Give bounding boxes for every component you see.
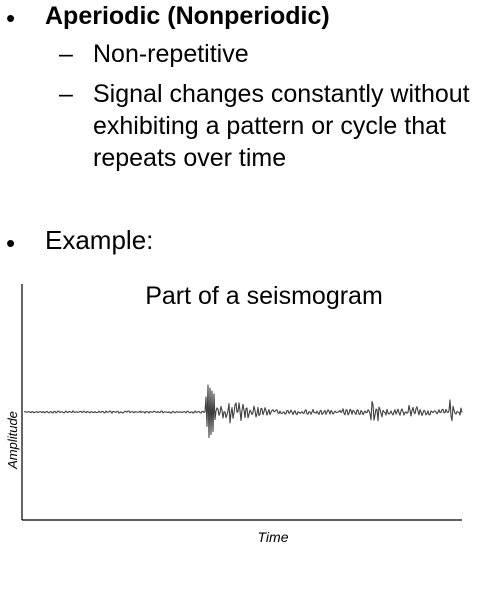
sub-item-line: repeats over time: [93, 144, 287, 172]
sub-item-line: exhibiting a pattern or cycle that: [93, 112, 446, 140]
sub-bullet-dash: –: [59, 80, 73, 108]
x-axis-label: Time: [258, 529, 289, 545]
heading-aperiodic: Aperiodic (Nonperiodic): [45, 2, 330, 30]
sub-bullet-dash: –: [59, 40, 73, 68]
seismogram-trace: [23, 384, 463, 439]
sub-item-line: Signal changes constantly without: [93, 80, 470, 108]
bullet-marker: •: [6, 228, 16, 258]
y-axis-label: Amplitude: [5, 411, 20, 470]
figure-title: Part of a seismogram: [145, 282, 383, 310]
bullet-marker: •: [6, 3, 16, 33]
sub-item-non-repetitive: Non-repetitive: [93, 40, 249, 68]
example-label: Example:: [45, 225, 154, 255]
seismogram-figure: Part of a seismogram Amplitude Time: [5, 282, 463, 545]
